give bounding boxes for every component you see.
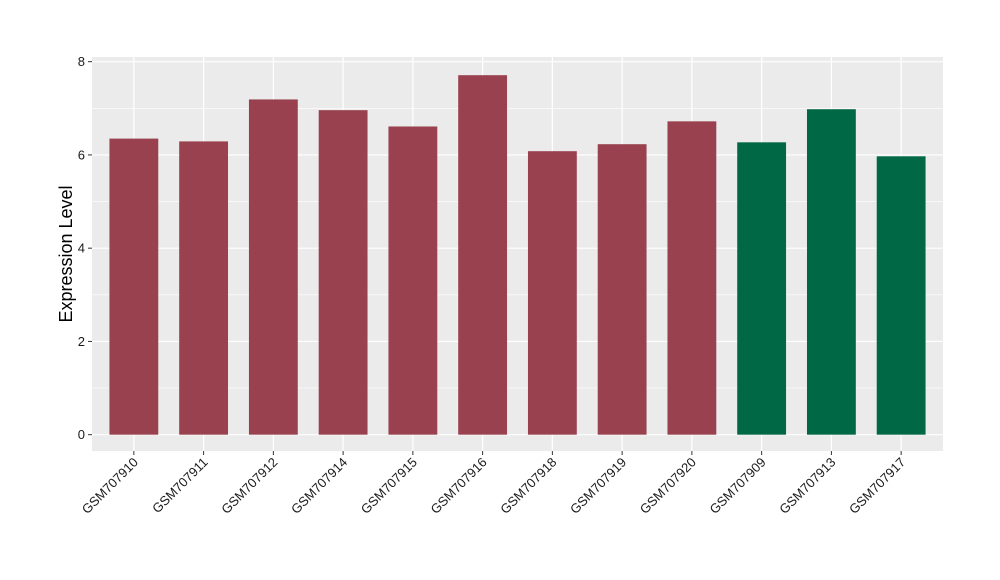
bars: [109, 75, 926, 435]
bar-GSM707919: [597, 144, 647, 435]
y-tick-label: 0: [78, 427, 85, 442]
x-tick-label: GSM707913: [776, 455, 838, 517]
bar-GSM707910: [109, 138, 159, 435]
x-axis: GSM707910 GSM707911 GSM707912 GSM707914 GSM7…: [79, 451, 908, 517]
x-tick-label: GSM707920: [637, 455, 699, 517]
y-tick-label: 4: [78, 241, 85, 256]
x-tick-label: GSM707914: [288, 455, 350, 517]
bar-GSM707916: [458, 75, 508, 435]
x-tick-label: GSM707909: [707, 455, 769, 517]
bar-GSM707917: [876, 156, 926, 435]
y-axis: 0 2 4 6 8: [78, 54, 92, 442]
bar-GSM707920: [667, 121, 717, 435]
x-tick-label: GSM707918: [497, 455, 559, 517]
x-tick-label: GSM707915: [358, 455, 420, 517]
bar-GSM707912: [248, 99, 298, 435]
bar-GSM707918: [527, 151, 577, 435]
x-tick-label: GSM707910: [79, 455, 141, 517]
bar-GSM707909: [737, 142, 787, 435]
bar-GSM707913: [806, 109, 856, 435]
x-tick-label: GSM707917: [846, 455, 908, 517]
bar-GSM707914: [318, 110, 368, 435]
x-tick-label: GSM707916: [428, 455, 490, 517]
y-tick-label: 2: [78, 334, 85, 349]
y-tick-label: 6: [78, 147, 85, 162]
bar-GSM707911: [179, 141, 229, 435]
x-tick-label: GSM707911: [149, 455, 211, 517]
x-tick-label: GSM707919: [567, 455, 629, 517]
y-tick-label: 8: [78, 54, 85, 69]
x-tick-label: GSM707912: [218, 455, 280, 517]
bar-GSM707915: [388, 126, 438, 435]
y-axis-title: Expression Level: [56, 185, 76, 322]
plot-panel: [92, 57, 943, 451]
